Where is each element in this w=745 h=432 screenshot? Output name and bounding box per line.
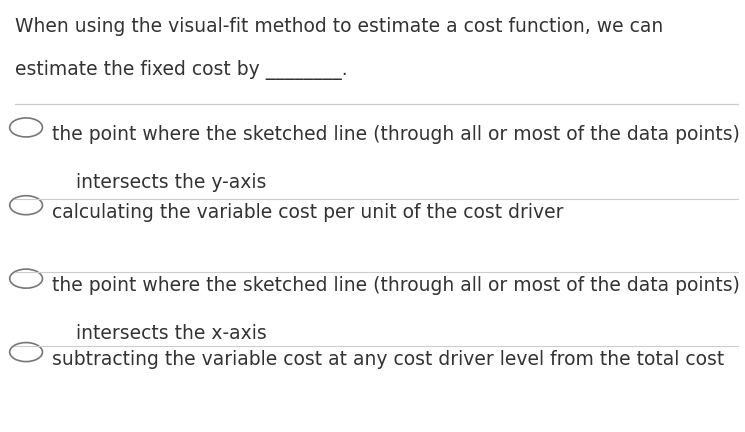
Text: intersects the x-axis: intersects the x-axis bbox=[52, 324, 267, 343]
Text: estimate the fixed cost by ________.: estimate the fixed cost by ________. bbox=[15, 60, 347, 80]
Text: the point where the sketched line (through all or most of the data points): the point where the sketched line (throu… bbox=[52, 125, 740, 144]
Text: intersects the y-axis: intersects the y-axis bbox=[52, 173, 267, 192]
Text: calculating the variable cost per unit of the cost driver: calculating the variable cost per unit o… bbox=[52, 203, 564, 222]
Text: the point where the sketched line (through all or most of the data points): the point where the sketched line (throu… bbox=[52, 276, 740, 295]
Text: subtracting the variable cost at any cost driver level from the total cost: subtracting the variable cost at any cos… bbox=[52, 350, 724, 369]
Text: When using the visual-fit method to estimate a cost function, we can: When using the visual-fit method to esti… bbox=[15, 17, 663, 36]
